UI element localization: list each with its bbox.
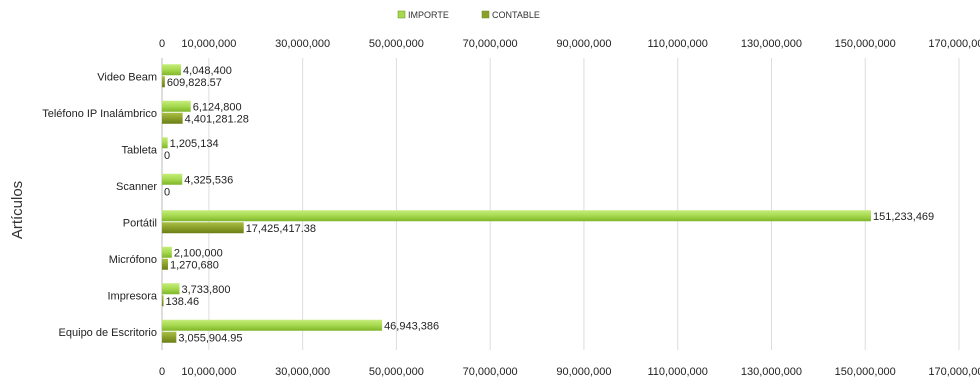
bar-importe (162, 210, 871, 222)
data-label: 3,055,904.95 (178, 332, 242, 344)
category-label: Video Beam (97, 71, 157, 83)
x-tick-top: 130,000,000 (741, 38, 802, 50)
x-tick-bottom: 10,000,000 (181, 366, 236, 378)
category-label: Micrófono (109, 254, 157, 266)
legend-label-0: IMPORTE (408, 10, 449, 20)
x-tick-top: 0 (159, 38, 165, 50)
bar-contable (162, 112, 183, 124)
bar-importe (162, 319, 383, 331)
legend-swatch-0 (397, 10, 406, 19)
x-tick-bottom: 70,000,000 (463, 366, 518, 378)
x-tick-top: 150,000,000 (835, 38, 896, 50)
x-tick-bottom: 30,000,000 (275, 366, 330, 378)
data-label: 4,401,281.28 (185, 113, 249, 125)
bar-contable (162, 295, 164, 307)
bar-contable (162, 258, 168, 270)
x-tick-bottom: 90,000,000 (556, 366, 611, 378)
x-tick-top: 10,000,000 (181, 38, 236, 50)
x-tick-top: 110,000,000 (648, 38, 708, 50)
x-tick-bottom: 50,000,000 (369, 366, 424, 378)
x-tick-bottom: 110,000,000 (648, 366, 708, 378)
data-label: 46,943,386 (384, 320, 439, 332)
bar-importe (162, 173, 183, 185)
data-label: 17,425,417.38 (246, 223, 316, 235)
x-tick-top: 70,000,000 (463, 38, 518, 50)
category-label: Teléfono IP Inalámbrico (42, 108, 157, 120)
category-labels: Video Beam Teléfono IP Inalámbrico Tableta… (42, 71, 158, 339)
category-label: Portátil (123, 217, 157, 229)
x-tick-bottom: 130,000,000 (741, 366, 802, 378)
data-label: 6,124,800 (193, 101, 242, 113)
data-label: 0 (164, 186, 170, 198)
bars (162, 64, 871, 343)
x-tick-top: 170,000,000 (928, 38, 980, 50)
category-label: Scanner (116, 181, 157, 193)
category-label: Impresora (107, 290, 157, 302)
bar-importe (162, 64, 181, 76)
data-label: 1,270,680 (170, 259, 219, 271)
x-tick-top: 30,000,000 (275, 38, 330, 50)
x-tick-top: 50,000,000 (369, 38, 424, 50)
x-tick-bottom: 0 (159, 366, 165, 378)
legend: IMPORTE CONTABLE (397, 10, 540, 20)
bar-importe (162, 283, 180, 295)
category-label: Equipo de Escritorio (59, 327, 157, 339)
data-label: 151,233,469 (873, 211, 934, 223)
legend-swatch-1 (481, 10, 490, 19)
x-tick-bottom: 150,000,000 (835, 366, 896, 378)
data-label: 0 (164, 150, 170, 162)
bar-contable (162, 331, 177, 343)
y-axis-label: Artículos (9, 181, 26, 239)
x-axis-top-ticks: 0 10,000,000 30,000,000 50,000,000 70,000,00… (159, 38, 980, 50)
category-label: Tableta (122, 144, 158, 156)
data-label: 138.46 (166, 296, 200, 308)
data-label: 1,205,134 (170, 138, 219, 150)
bar-importe (162, 100, 191, 112)
legend-label-1: CONTABLE (492, 10, 540, 20)
bar-contable (162, 222, 244, 234)
x-tick-top: 90,000,000 (556, 38, 611, 50)
data-label: 4,048,400 (183, 65, 232, 77)
gridlines (161, 58, 960, 350)
bar-importe (162, 137, 168, 149)
bar-importe (162, 246, 172, 258)
data-label: 4,325,536 (184, 174, 233, 186)
data-label: 2,100,000 (174, 247, 223, 259)
bar-contable (162, 76, 165, 88)
data-label: 609,828.57 (167, 77, 222, 89)
data-label: 3,733,800 (182, 284, 231, 296)
x-axis-bottom-ticks: 0 10,000,000 30,000,000 50,000,000 70,000,00… (159, 366, 980, 378)
x-tick-bottom: 170,000,000 (928, 366, 980, 378)
